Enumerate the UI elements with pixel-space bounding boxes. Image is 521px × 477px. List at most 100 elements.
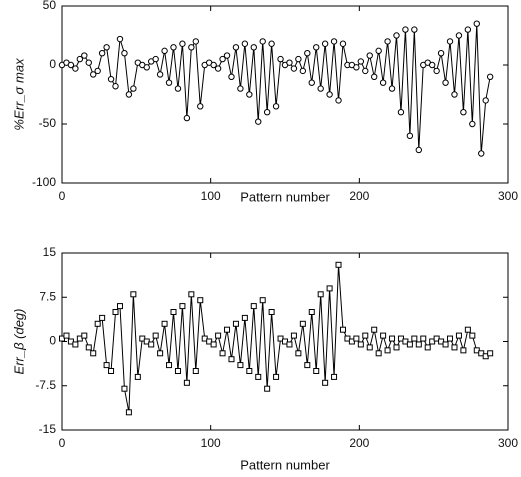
point xyxy=(179,303,186,310)
plot-frame xyxy=(61,5,509,184)
point xyxy=(388,85,396,92)
y-tick-label: 0 xyxy=(49,57,56,71)
y-axis-label: Err_β (deg) xyxy=(11,309,26,375)
point xyxy=(415,341,422,348)
point xyxy=(313,44,320,51)
point xyxy=(90,350,97,357)
point xyxy=(263,109,271,116)
point xyxy=(112,83,119,90)
point xyxy=(125,409,132,416)
point xyxy=(304,362,311,369)
point xyxy=(156,71,164,78)
point xyxy=(362,332,369,339)
point xyxy=(286,59,293,66)
point xyxy=(268,40,275,47)
y-tick-label: -100 xyxy=(32,175,56,189)
point xyxy=(295,350,302,357)
point xyxy=(72,65,79,72)
point xyxy=(322,379,329,386)
y-axis-label: %Err_σ max xyxy=(11,58,26,131)
point xyxy=(250,303,257,310)
point xyxy=(116,303,123,310)
x-axis-label: Pattern number xyxy=(240,457,330,472)
point xyxy=(170,44,177,51)
point xyxy=(353,335,360,342)
point xyxy=(174,85,182,92)
point xyxy=(241,40,249,47)
point xyxy=(380,332,387,339)
point xyxy=(464,26,472,33)
point xyxy=(166,362,173,369)
y-tick-label: -15 xyxy=(39,422,57,436)
y-tick-label: -50 xyxy=(39,116,57,130)
x-tick-label: 0 xyxy=(59,189,66,203)
x-tick-label: 300 xyxy=(498,436,518,450)
point xyxy=(331,373,338,380)
point xyxy=(389,335,396,342)
point xyxy=(188,291,195,298)
x-tick-label: 100 xyxy=(201,189,221,203)
point xyxy=(317,85,324,92)
point xyxy=(67,61,75,69)
point xyxy=(326,285,333,292)
y-tick-label: 0 xyxy=(49,334,56,348)
point xyxy=(250,44,257,51)
point xyxy=(406,341,413,348)
point xyxy=(473,20,480,27)
point xyxy=(152,55,159,63)
point xyxy=(259,38,266,45)
point xyxy=(469,120,476,128)
point xyxy=(460,347,467,354)
point xyxy=(76,55,84,63)
point xyxy=(161,47,168,55)
point xyxy=(442,341,449,348)
point xyxy=(259,297,266,304)
point xyxy=(72,341,79,348)
point xyxy=(210,341,217,348)
point xyxy=(290,332,297,339)
point xyxy=(112,309,119,315)
point xyxy=(437,50,445,57)
point xyxy=(406,132,414,140)
point xyxy=(228,73,235,81)
point xyxy=(268,309,275,315)
point xyxy=(482,97,489,104)
point xyxy=(295,55,302,63)
point xyxy=(451,91,458,98)
point xyxy=(411,335,418,342)
point xyxy=(241,314,248,321)
x-axis-label: Pattern number xyxy=(240,189,330,204)
point xyxy=(197,297,204,304)
point xyxy=(326,91,333,98)
point xyxy=(63,332,70,339)
x-tick-label: 200 xyxy=(349,189,369,203)
point xyxy=(460,109,467,116)
point xyxy=(219,350,226,357)
point xyxy=(308,79,315,86)
point xyxy=(290,65,298,72)
point xyxy=(487,350,494,357)
point xyxy=(116,35,124,43)
point xyxy=(317,291,324,298)
point xyxy=(121,385,128,392)
point xyxy=(157,350,164,357)
point xyxy=(183,379,190,386)
point xyxy=(85,59,92,66)
point xyxy=(469,332,476,339)
point xyxy=(264,385,271,392)
point xyxy=(143,64,150,71)
point xyxy=(428,61,436,69)
point xyxy=(134,373,141,380)
point xyxy=(237,85,244,92)
point xyxy=(379,79,387,86)
x-tick-label: 0 xyxy=(59,436,66,450)
point xyxy=(103,362,110,369)
point xyxy=(299,320,306,327)
point xyxy=(174,368,181,374)
point xyxy=(214,65,222,72)
point xyxy=(223,52,231,59)
point xyxy=(152,332,159,339)
point xyxy=(299,67,307,75)
point xyxy=(81,332,88,339)
